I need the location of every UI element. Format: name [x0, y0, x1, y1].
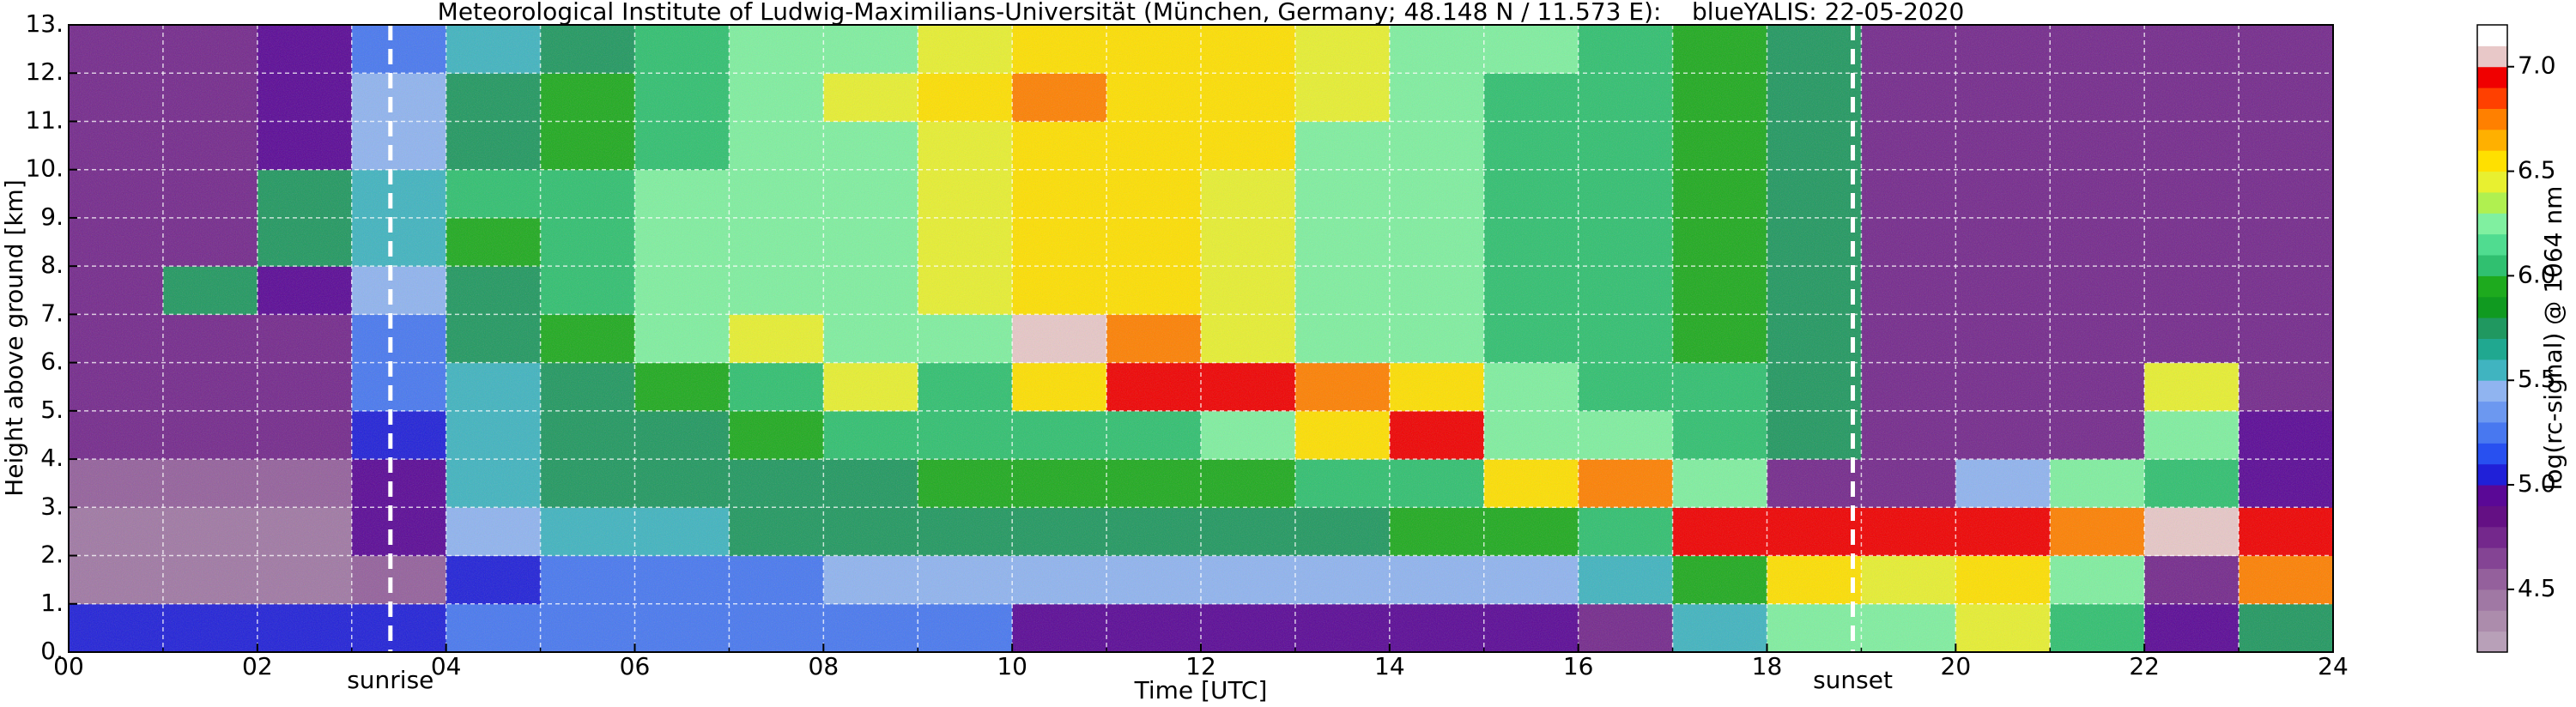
colorbar-swatch [2477, 485, 2507, 506]
colorbar-swatch [2477, 631, 2507, 653]
colorbar-swatch [2477, 505, 2507, 528]
colorbar-swatch [2477, 275, 2507, 298]
x-tick-label: 02 [242, 652, 273, 680]
y-tick-label: 6. [40, 347, 64, 376]
x-tick-label: 06 [620, 652, 651, 680]
x-tick-label: 14 [1374, 652, 1405, 680]
x-tick-label: 24 [2318, 652, 2349, 680]
colorbar-swatch [2477, 108, 2507, 130]
x-tick-label: 10 [997, 652, 1027, 680]
colorbar-tick-label: 6.5 [2518, 156, 2556, 184]
x-tick-label: 22 [2129, 652, 2160, 680]
y-tick-label: 8. [40, 251, 64, 279]
y-axis-label: Height above ground [km] [0, 179, 28, 497]
y-tick-label: 1. [40, 589, 64, 617]
colorbar-swatch [2477, 66, 2507, 88]
y-tick-label: 4. [40, 444, 64, 472]
x-tick-label: 00 [53, 652, 84, 680]
colorbar-swatch [2477, 317, 2507, 339]
colorbar-swatch [2477, 255, 2507, 276]
colorbar-swatch [2477, 25, 2507, 46]
colorbar-swatch [2477, 380, 2507, 402]
y-tick-label: 3. [40, 492, 64, 520]
x-tick-label: 12 [1185, 652, 1216, 680]
event-label: sunset [1813, 666, 1893, 694]
colorbar-swatch [2477, 401, 2507, 423]
colorbar-swatch [2477, 150, 2507, 172]
colorbar-swatch [2477, 568, 2507, 590]
x-axis-label: Time [UTC] [1134, 676, 1268, 704]
x-tick-label: 18 [1752, 652, 1783, 680]
chart-title: Meteorological Institute of Ludwig-Maxim… [438, 0, 1965, 26]
y-tick-label: 7. [40, 299, 64, 327]
colorbar-swatch [2477, 45, 2507, 68]
y-tick-label: 12. [25, 57, 64, 86]
colorbar-tick-label: 4.5 [2518, 574, 2556, 602]
y-tick-label: 9. [40, 202, 64, 231]
y-tick-label: 0. [40, 637, 64, 665]
x-tick-label: 04 [431, 652, 462, 680]
colorbar-swatch [2477, 88, 2507, 109]
event-label: sunrise [347, 666, 433, 694]
x-tick-label: 16 [1563, 652, 1594, 680]
colorbar-frame [2476, 24, 2508, 653]
x-tick-label: 20 [1941, 652, 1972, 680]
colorbar-tick-label: 5.5 [2518, 365, 2556, 393]
y-tick-label: 5. [40, 396, 64, 424]
colorbar-swatch [2477, 421, 2507, 444]
colorbar-swatch [2477, 213, 2507, 235]
colorbar-swatch [2477, 296, 2507, 318]
y-tick-label: 10. [25, 154, 64, 183]
y-tick-label: 13. [25, 9, 64, 38]
y-tick-label: 2. [40, 541, 64, 569]
colorbar-label: log(rc-signal) @ 1064 nm [2539, 186, 2567, 491]
colorbar-swatch [2477, 610, 2507, 632]
colorbar-swatch [2477, 359, 2507, 381]
colorbar-swatch [2477, 547, 2507, 570]
y-tick-label: 11. [25, 106, 64, 134]
colorbar-swatch [2477, 338, 2507, 360]
colorbar-swatch [2477, 129, 2507, 151]
x-tick-label: 08 [809, 652, 839, 680]
colorbar-swatch [2477, 463, 2507, 486]
colorbar-swatch [2477, 233, 2507, 256]
colorbar-tick-label: 6.0 [2518, 260, 2556, 288]
colorbar-swatch [2477, 589, 2507, 611]
colorbar-tick-label: 5.0 [2518, 469, 2556, 498]
colorbar-swatch [2477, 171, 2507, 193]
colorbar-swatch [2477, 526, 2507, 548]
colorbar-tick-label: 7.0 [2518, 51, 2556, 80]
colorbar-swatch [2477, 191, 2507, 214]
colorbar-swatch [2477, 443, 2507, 465]
